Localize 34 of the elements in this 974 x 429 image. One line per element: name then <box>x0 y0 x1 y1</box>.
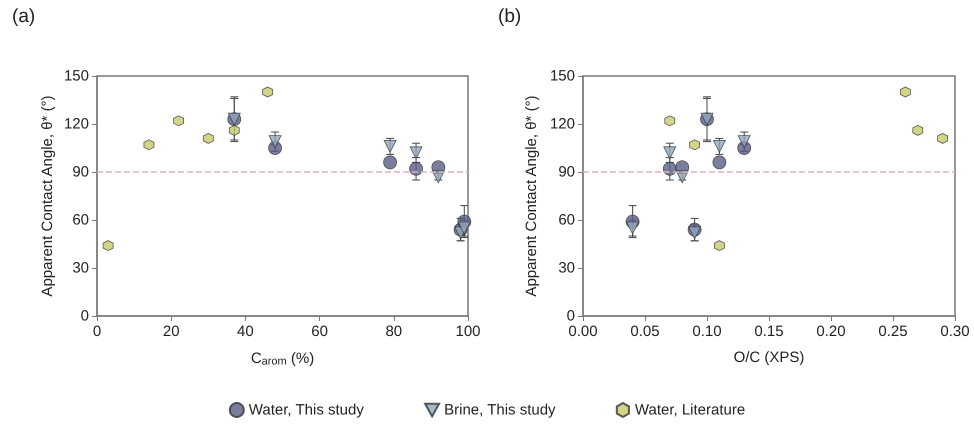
y-tick-label: 120 <box>64 116 89 132</box>
y-tick-label: 30 <box>558 260 575 276</box>
x-tick-label: 0.20 <box>816 323 846 340</box>
legend-label: Water, This study <box>248 402 364 418</box>
y-tick-label: 90 <box>558 164 575 180</box>
y-tick-label: 150 <box>550 68 575 84</box>
legend-label: Water, Literature <box>634 402 746 418</box>
x-tick-label: 0.30 <box>940 323 970 340</box>
x-tick-label: 40 <box>237 323 254 340</box>
x-tick-label: 20 <box>162 323 180 340</box>
x-tick-label: 80 <box>385 323 402 340</box>
x-tick-label: 100 <box>455 323 481 340</box>
x-tick-label: 0.25 <box>878 323 908 340</box>
y-tick-label: 0 <box>566 308 575 324</box>
legend-label: Brine, This study <box>444 402 556 418</box>
x-axis-title: Carom (%) <box>250 350 314 368</box>
x-axis-title: O/C (XPS) <box>734 349 804 366</box>
x-tick-label: 60 <box>311 323 328 340</box>
x-tick-label: 0.05 <box>630 323 660 340</box>
y-tick-label: 150 <box>64 68 89 84</box>
x-tick-label: 0 <box>92 323 102 340</box>
y-tick-label: 30 <box>72 260 89 276</box>
y-tick-label: 0 <box>80 308 89 324</box>
y-axis-title: Apparent Contact Angle, θ* (°) <box>523 95 540 297</box>
y-axis-title: Apparent Contact Angle, θ* (°) <box>39 95 56 297</box>
y-tick-label: 60 <box>558 212 575 228</box>
chart-title: (a) <box>12 6 36 27</box>
x-tick-label: 0.00 <box>568 323 598 340</box>
x-tick-label: 0.15 <box>754 323 784 340</box>
chart-title: (b) <box>498 6 522 27</box>
y-tick-label: 120 <box>550 116 575 132</box>
y-tick-label: 60 <box>72 212 89 228</box>
y-tick-label: 90 <box>72 164 89 180</box>
x-tick-label: 0.10 <box>692 323 722 340</box>
